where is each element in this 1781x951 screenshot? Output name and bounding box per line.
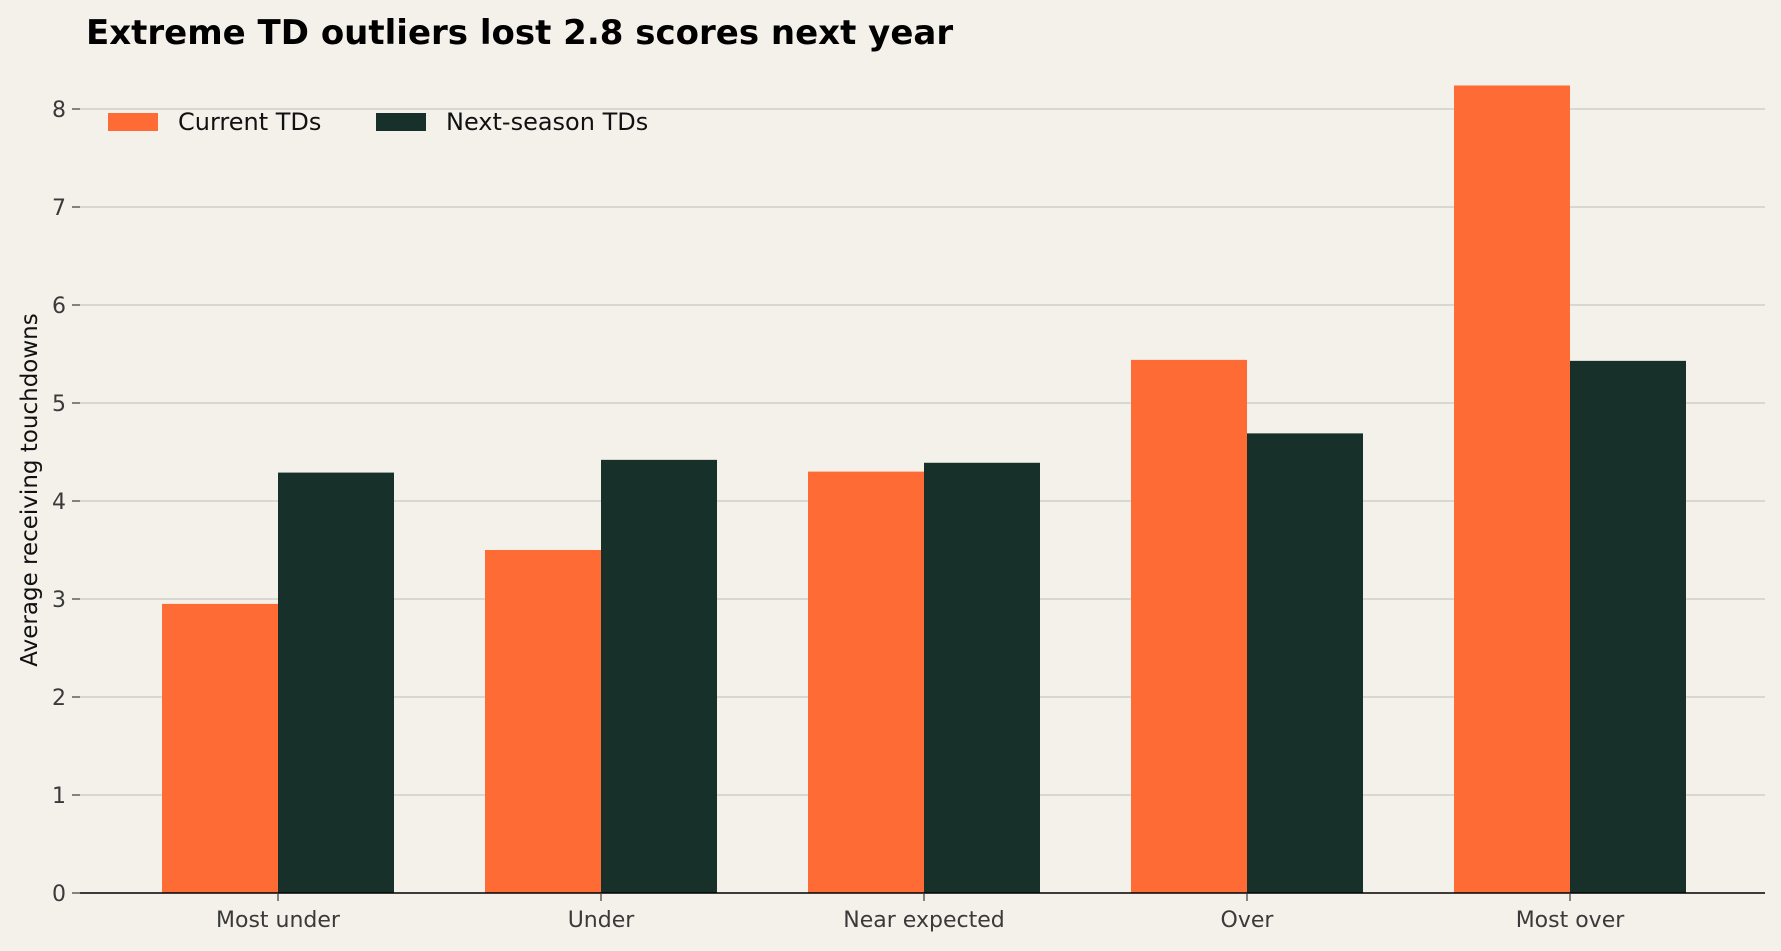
bar-current-tds-over — [1131, 359, 1247, 893]
bar-current-tds-most-over — [1454, 85, 1570, 894]
x-tick-label-near-expected: Near expected — [843, 908, 1004, 933]
legend-label-next-season-tds: Next-season TDs — [446, 108, 648, 136]
bar-next-season-tds-most-under — [278, 472, 394, 893]
bars — [162, 85, 1686, 894]
y-tick-label-4: 4 — [52, 490, 66, 515]
bar-next-season-tds-near-expected — [924, 462, 1040, 893]
y-tick-label-8: 8 — [52, 98, 66, 123]
legend: Current TDs Next-season TDs — [108, 108, 648, 136]
y-tick-label-2: 2 — [52, 686, 66, 711]
y-ticks: 0 1 2 3 4 5 6 7 8 — [52, 98, 80, 907]
y-tick-label-5: 5 — [52, 392, 66, 417]
bar-current-tds-under — [485, 550, 601, 893]
bar-current-tds-near-expected — [808, 471, 924, 893]
y-tick-label-3: 3 — [52, 588, 66, 613]
x-tick-label-most-under: Most under — [216, 908, 341, 933]
y-tick-label-1: 1 — [52, 784, 66, 809]
y-axis-label: Average receiving touchdowns — [17, 313, 43, 666]
bar-current-tds-most-under — [162, 603, 278, 893]
x-tick-label-most-over: Most over — [1516, 908, 1626, 933]
bar-next-season-tds-under — [601, 459, 717, 893]
legend-swatch-current-tds — [108, 113, 158, 131]
y-tick-label-7: 7 — [52, 196, 66, 221]
legend-swatch-next-season-tds — [376, 113, 426, 131]
bar-next-season-tds-most-over — [1570, 360, 1686, 893]
legend-label-current-tds: Current TDs — [178, 108, 321, 136]
x-tick-label-over: Over — [1221, 908, 1275, 933]
x-tick-label-under: Under — [568, 908, 636, 933]
y-tick-label-6: 6 — [52, 294, 66, 319]
x-ticks: Most under Under Near expected Over Most ove… — [216, 893, 1625, 933]
bar-next-season-tds-over — [1247, 433, 1363, 893]
y-tick-label-0: 0 — [52, 882, 66, 907]
chart-title: Extreme TD outliers lost 2.8 scores next… — [86, 13, 953, 53]
